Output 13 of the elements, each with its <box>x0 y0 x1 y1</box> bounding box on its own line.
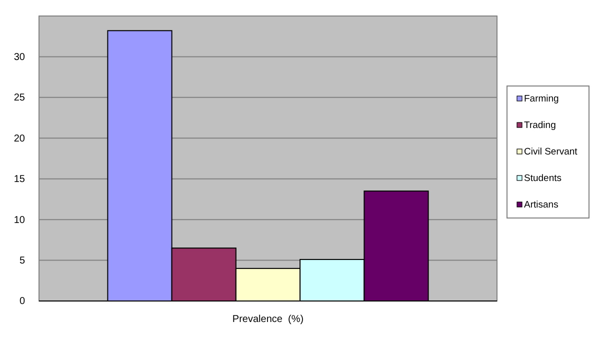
legend-label: Artisans <box>524 200 559 210</box>
x-tick-label: Prevalence (%) <box>232 314 304 325</box>
y-tick-label: 0 <box>19 296 26 308</box>
y-tick-label: 30 <box>14 52 26 63</box>
legend-label: Farming <box>524 94 559 104</box>
y-tick-label: 15 <box>14 174 26 186</box>
legend-label: Students <box>524 173 562 184</box>
y-tick-label: 25 <box>14 92 26 104</box>
legend-label: Civil Servant <box>524 146 578 158</box>
y-tick-label: 20 <box>14 133 26 144</box>
y-tick-label: 10 <box>14 214 26 226</box>
legend-label: Trading <box>524 120 556 131</box>
y-tick-label: 5 <box>19 255 26 266</box>
